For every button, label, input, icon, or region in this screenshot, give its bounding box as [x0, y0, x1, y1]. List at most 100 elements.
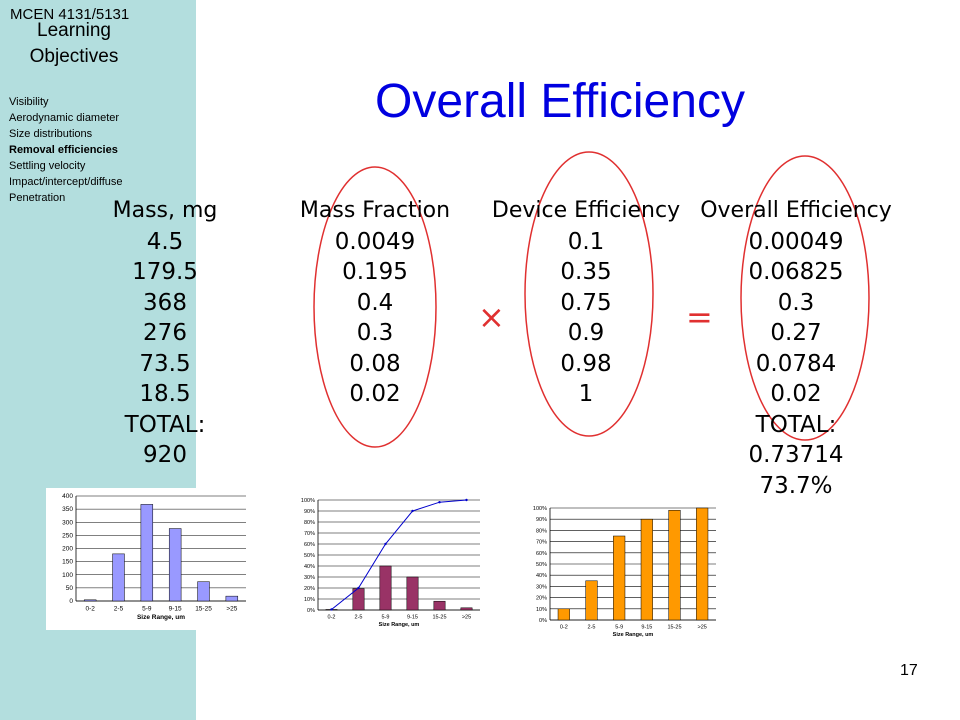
x-tick-label: 9-15 [407, 615, 418, 621]
line-point [357, 586, 360, 590]
x-tick-label: 5-9 [615, 625, 623, 631]
device-efficiency-chart-svg: 0% 10% 20% 30% 40% 50% 60% 70% 80% 90% 100% 0-2 2-5 5… [533, 506, 716, 638]
x-tick-label: 2-5 [588, 625, 596, 631]
bar [379, 565, 392, 611]
bar [168, 528, 182, 602]
multiply-symbol: × [478, 298, 505, 336]
x-tick-label: >25 [226, 606, 237, 613]
mass-fraction-value: 0.0049 [334, 228, 416, 255]
mass-fraction-value: 0.195 [342, 259, 408, 285]
y-tick-label: 40% [536, 573, 547, 579]
line-point [438, 501, 441, 504]
y-tick-label: 80% [304, 520, 315, 526]
objective-item-visibility[interactable]: Visibility [9, 96, 49, 108]
overall-efficiency-column: Overall Efficiency 0.00049 0.06825 0.3 0… [690, 196, 902, 501]
overall-efficiency-value: 0.27 [770, 320, 822, 346]
overall-efficiency-value: 0.3 [777, 289, 815, 316]
device-efficiency-value: 0.75 [560, 289, 612, 316]
objective-item-settling-velocity[interactable]: Settling velocity [9, 160, 86, 172]
y-tick-label: 50 [66, 585, 74, 592]
y-tick-label: 30% [304, 575, 315, 581]
device-efficiency-value: 0.98 [560, 350, 612, 377]
x-tick-label: 0-2 [85, 606, 95, 613]
mass-fraction-value: 0.3 [356, 320, 394, 346]
y-tick-label: 60% [304, 542, 315, 548]
y-tick-label: 300 [62, 519, 73, 526]
overall-total: 0.73714 [748, 442, 844, 468]
x-tick-label: 0-2 [328, 615, 336, 621]
device-efficiency-value: 0.9 [567, 320, 605, 346]
mass-fraction-chart: 0% 10% 20% 30% 40% 50% 60% 70% 80% 90% 100% 0-2 2-5 5… [288, 494, 488, 638]
bar [112, 553, 125, 602]
mass-value: 368 [143, 289, 187, 316]
x-tick-label: 15-25 [432, 615, 446, 621]
objective-item-removal-efficiencies[interactable]: Removal efficiencies [9, 144, 118, 156]
objective-item-size-distributions[interactable]: Size distributions [9, 128, 93, 140]
y-tick-label: 70% [304, 531, 315, 537]
bar [433, 600, 446, 611]
x-tick-label: >25 [697, 625, 706, 631]
y-tick-label: 80% [536, 528, 547, 534]
objectives-line-1: Learning [37, 20, 111, 41]
bar [406, 576, 419, 611]
y-tick-label: 50% [536, 562, 547, 568]
line-point [465, 498, 468, 502]
page-number: 17 [900, 662, 918, 679]
mass-value: 4.5 [146, 228, 184, 255]
y-tick-label: 90% [536, 517, 547, 523]
mass-distribution-chart: 0 50 100 150 200 250 300 350 400 0-2 2-5 5-9 9-15 15-… [46, 488, 254, 630]
y-tick-label: 100 [62, 572, 73, 579]
device-efficiency-value: 1 [578, 381, 594, 407]
objectives-list: Visibility Aerodynamic diameter Size dis… [9, 94, 123, 206]
bar [140, 504, 154, 602]
x-tick-label: 5-9 [382, 615, 390, 621]
y-tick-label: 30% [536, 584, 547, 590]
line-point [411, 509, 414, 513]
y-tick-label: 20% [304, 586, 315, 592]
y-tick-label: 0% [307, 608, 315, 614]
device-efficiency-column: Device Efficiency 0.1 0.35 0.75 0.9 0.98… [481, 196, 691, 410]
bar [668, 509, 681, 621]
mass-fraction-value: 0.08 [349, 350, 401, 377]
bar [696, 507, 709, 621]
overall-total-label: TOTAL: [755, 411, 837, 438]
mass-total: 920 [143, 442, 187, 468]
mass-value: 73.5 [139, 350, 191, 377]
objective-item-penetration[interactable]: Penetration [9, 192, 66, 204]
objectives-line-2: Objectives [29, 46, 119, 67]
mass-value: 18.5 [139, 381, 191, 407]
equals-symbol: = [686, 298, 713, 336]
bar [640, 518, 653, 621]
x-tick-label: 15-25 [667, 625, 681, 631]
y-tick-label: 50% [304, 553, 315, 559]
mass-value: 179.5 [132, 259, 198, 285]
x-tick-label: >25 [462, 615, 471, 621]
x-tick-label: 2-5 [355, 615, 363, 621]
x-tick-label: 9-15 [641, 625, 652, 631]
y-tick-label: 150 [62, 559, 73, 566]
x-axis-label: Size Range, um [613, 632, 654, 638]
mass-column: Mass, mg 4.5 179.5 368 276 73.5 18.5 TOT… [100, 196, 230, 471]
objective-item-aerodynamic-diameter[interactable]: Aerodynamic diameter [9, 112, 120, 124]
x-tick-label: 5-9 [142, 606, 152, 613]
mass-distribution-chart-svg: 0 50 100 150 200 250 300 350 400 0-2 2-5 5-9 9-15 15-… [62, 493, 246, 621]
y-tick-label: 250 [62, 532, 73, 539]
mass-fraction-column: Mass Fraction 0.0049 0.195 0.4 0.3 0.08 … [290, 196, 460, 410]
device-efficiency-header: Device Efficiency [491, 198, 681, 223]
y-tick-label: 100% [533, 506, 547, 512]
cumulative-line [331, 499, 467, 610]
y-tick-label: 100% [301, 498, 315, 504]
device-efficiency-value: 0.1 [567, 228, 605, 255]
y-tick-label: 0 [69, 598, 73, 605]
bar [585, 580, 598, 621]
device-efficiency-ellipse [524, 151, 654, 437]
overall-efficiency-header: Overall Efficiency [700, 198, 892, 223]
y-tick-label: 60% [536, 551, 547, 557]
bar [197, 581, 210, 602]
bar [460, 607, 473, 611]
objective-item-impact-intercept-diffuse[interactable]: Impact/intercept/diffuse [9, 176, 123, 188]
mass-fraction-chart-svg: 0% 10% 20% 30% 40% 50% 60% 70% 80% 90% 100% 0-2 2-5 5… [301, 498, 480, 628]
y-tick-label: 70% [536, 540, 547, 546]
y-tick-label: 200 [62, 546, 73, 553]
overall-efficiency-value: 0.02 [770, 381, 822, 407]
